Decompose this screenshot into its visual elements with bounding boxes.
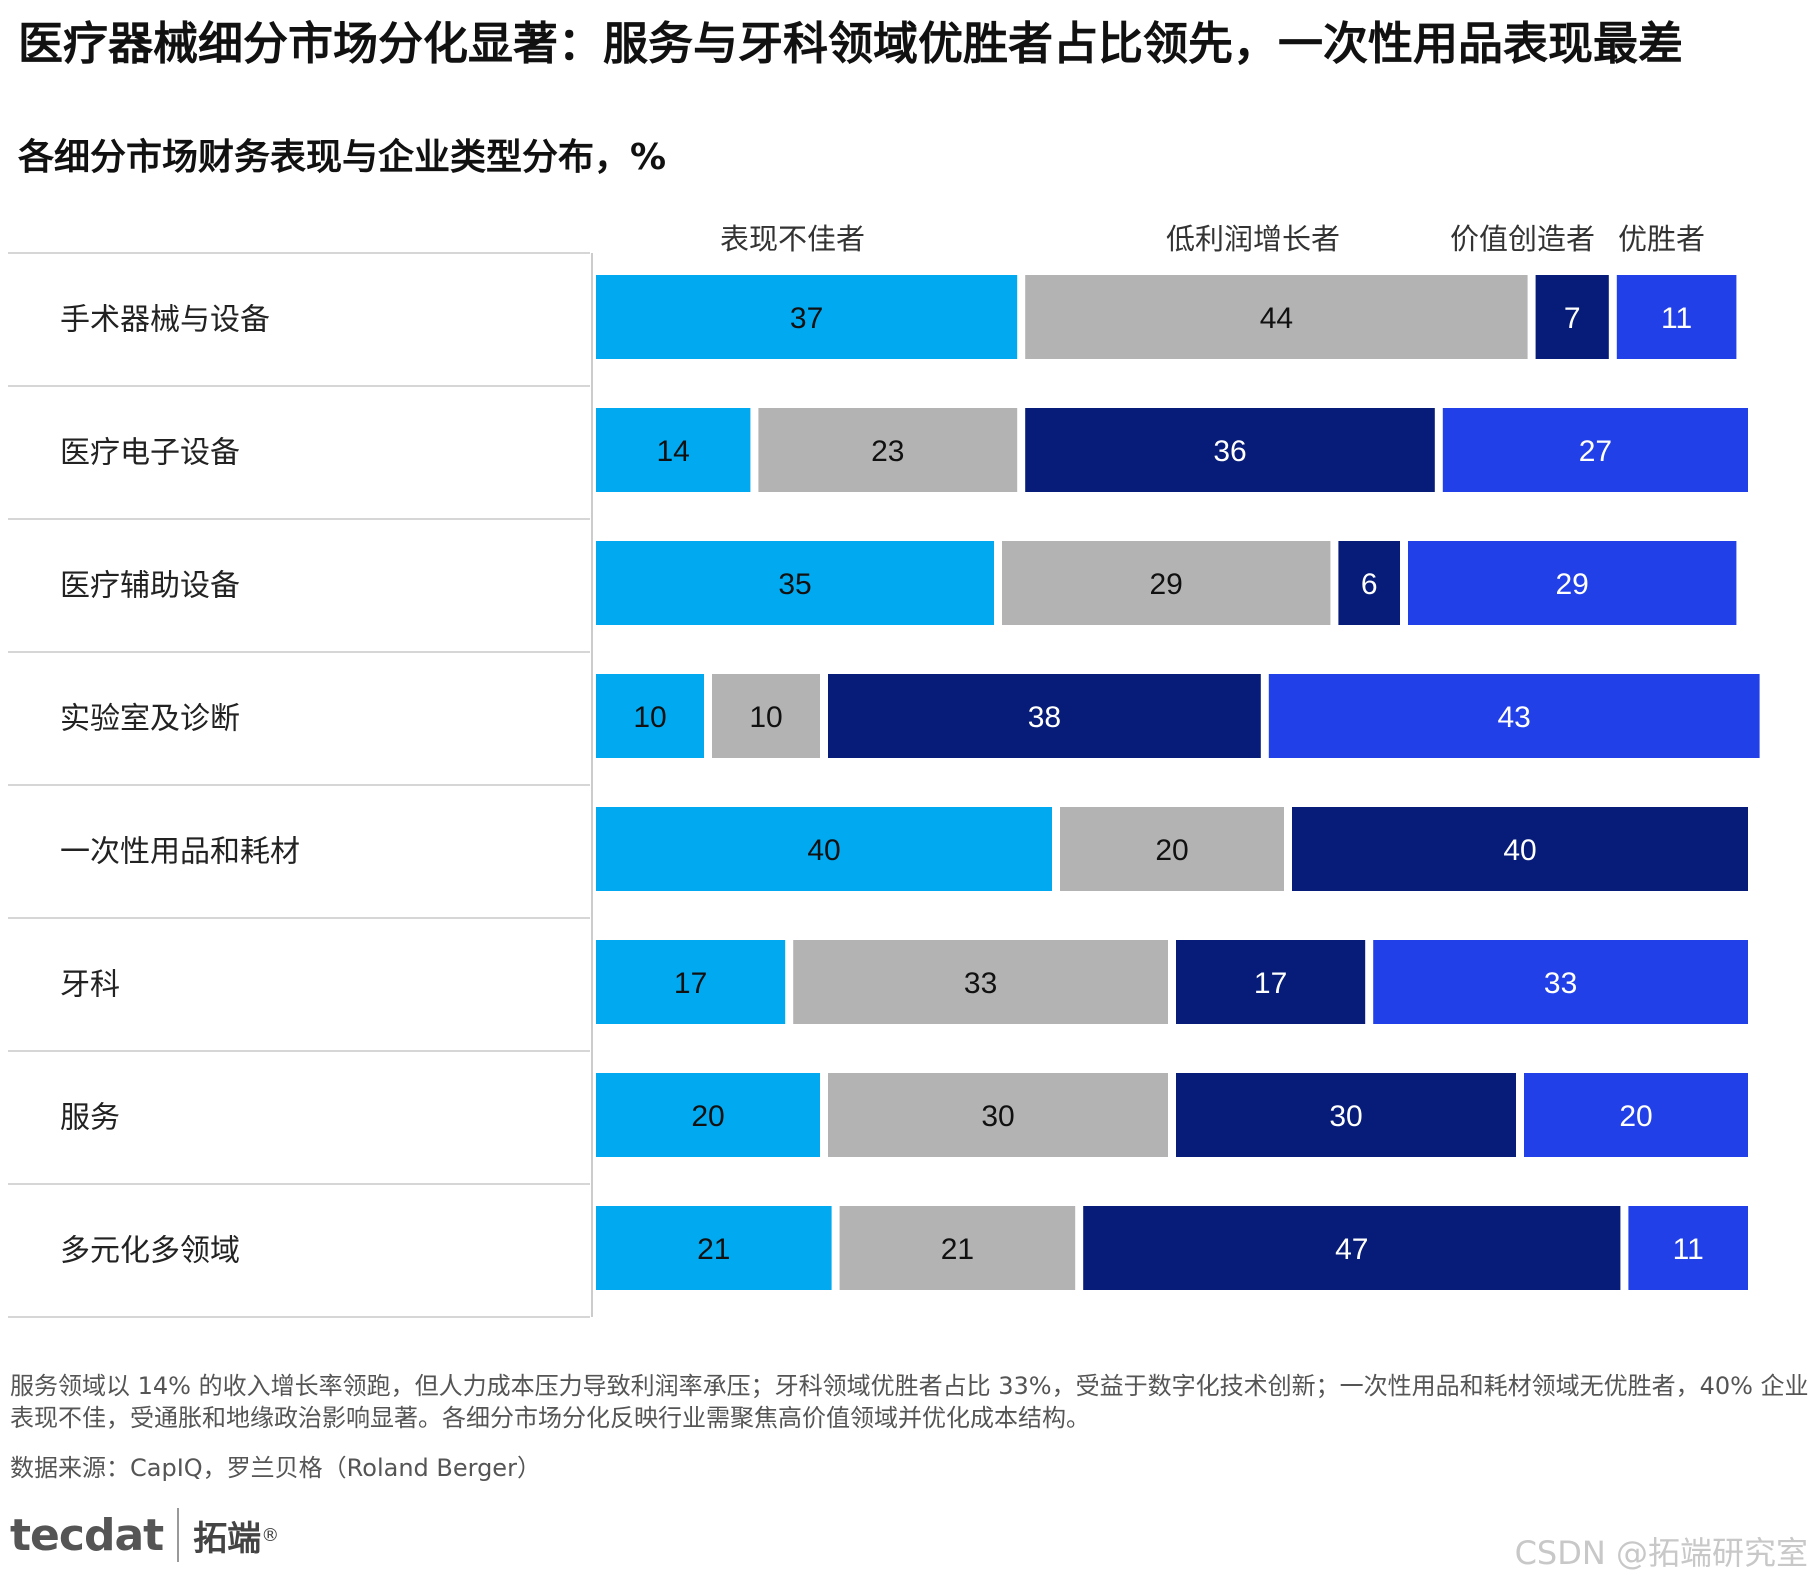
legend-value-creator: 价值创造者 [1450,222,1596,256]
data-label: 30 [981,1100,1014,1133]
data-label: 35 [778,568,811,601]
data-label: 40 [1503,834,1536,867]
chart-subtitle: 各细分市场财务表现与企业类型分布，% [18,137,667,178]
bar-segment [1268,674,1760,758]
data-label: 14 [657,435,690,468]
bar-segment [1616,275,1737,359]
logo-name: 拓端 [193,1518,262,1559]
bar-segment [1628,1206,1748,1290]
data-label: 20 [691,1100,724,1133]
category-label: 一次性用品和耗材 [60,835,300,870]
data-label: 33 [964,967,997,1000]
bar-segment [1535,275,1609,359]
bar-segment [1338,541,1400,625]
bar-segment [1292,807,1748,891]
logo-mark: tecdat [10,1509,164,1561]
bar-segment [1373,940,1748,1024]
data-label: 6 [1361,568,1378,601]
bar-segment [758,408,1018,492]
data-label: 47 [1335,1233,1368,1266]
data-label: 21 [941,1233,974,1266]
category-label: 多元化多领域 [60,1234,240,1269]
bar-segment [1025,275,1528,359]
data-label: 10 [749,701,782,734]
bar-segment [596,674,704,758]
source-note: 数据来源：CapIQ，罗兰贝格（Roland Berger） [10,1454,541,1482]
bar-segment [1408,541,1737,625]
category-label: 医疗电子设备 [60,436,240,471]
bar-segment [596,541,994,625]
bar-segment [1524,1073,1748,1157]
bar-segment [1060,807,1284,891]
bar-segment [1176,1073,1516,1157]
watermark: CSDN @拓端研究室 [1514,1534,1808,1572]
data-label: 29 [1150,568,1183,601]
data-label: 20 [1155,834,1188,867]
data-label: 21 [697,1233,730,1266]
data-label: 23 [871,435,904,468]
bar-segment [596,807,1052,891]
data-label: 11 [1673,1233,1704,1266]
bar-segment [1002,541,1331,625]
data-label: 33 [1544,967,1577,1000]
legend-low-profit: 低利润增长者 [1166,222,1341,256]
bar-segment [828,1073,1168,1157]
bar-segment [596,408,751,492]
data-label: 38 [1028,701,1061,734]
category-label: 实验室及诊断 [60,702,240,737]
data-label: 40 [807,834,840,867]
legend-poor: 表现不佳者 [720,222,866,256]
category-label: 牙科 [60,968,120,1003]
data-label: 27 [1579,435,1612,468]
logo-registered: ® [261,1524,280,1546]
stacked-bar-chart: 手术器械与设备 37 44 7 11 医疗电子设备 14 23 36 27 医疗辅助设备 35 29 6 2… [8,252,1760,1318]
category-label: 手术器械与设备 [60,303,270,338]
data-label: 37 [790,302,823,335]
data-label: 7 [1564,302,1581,335]
category-label: 服务 [60,1101,120,1136]
data-label: 29 [1556,568,1589,601]
data-label: 17 [1254,967,1287,1000]
bar-segment [1176,940,1366,1024]
data-label: 44 [1260,302,1293,335]
data-label: 43 [1498,701,1531,734]
logo-divider [177,1508,180,1562]
data-label: 17 [674,967,707,1000]
category-label: 医疗辅助设备 [60,569,240,604]
footnote: 服务领域以 14% 的收入增长率领跑，但人力成本压力导致利润率承压；牙科领域优胜… [10,1372,1809,1432]
data-label: 10 [633,701,666,734]
bar-segment [596,275,1018,359]
bar-segment [596,1206,832,1290]
tecdat-logo: tecdat 拓端 ® [10,1500,279,1570]
bar-segment [596,1073,820,1157]
chart-title: 医疗器械细分市场分化显著：服务与牙科领域优胜者占比领先，一次性用品表现最差 [18,17,1684,70]
bar-segment [596,940,786,1024]
data-label: 30 [1329,1100,1362,1133]
legend-winner: 优胜者 [1618,222,1706,256]
data-label: 36 [1213,435,1246,468]
bar-segment [839,1206,1076,1290]
bar-segment [1442,408,1748,492]
bar-segment [712,674,820,758]
data-label: 20 [1619,1100,1652,1133]
bar-segment [828,674,1261,758]
bar-segment [793,940,1168,1024]
data-label: 11 [1661,302,1692,335]
bar-segment [1025,408,1435,492]
bar-segment [1083,1206,1621,1290]
